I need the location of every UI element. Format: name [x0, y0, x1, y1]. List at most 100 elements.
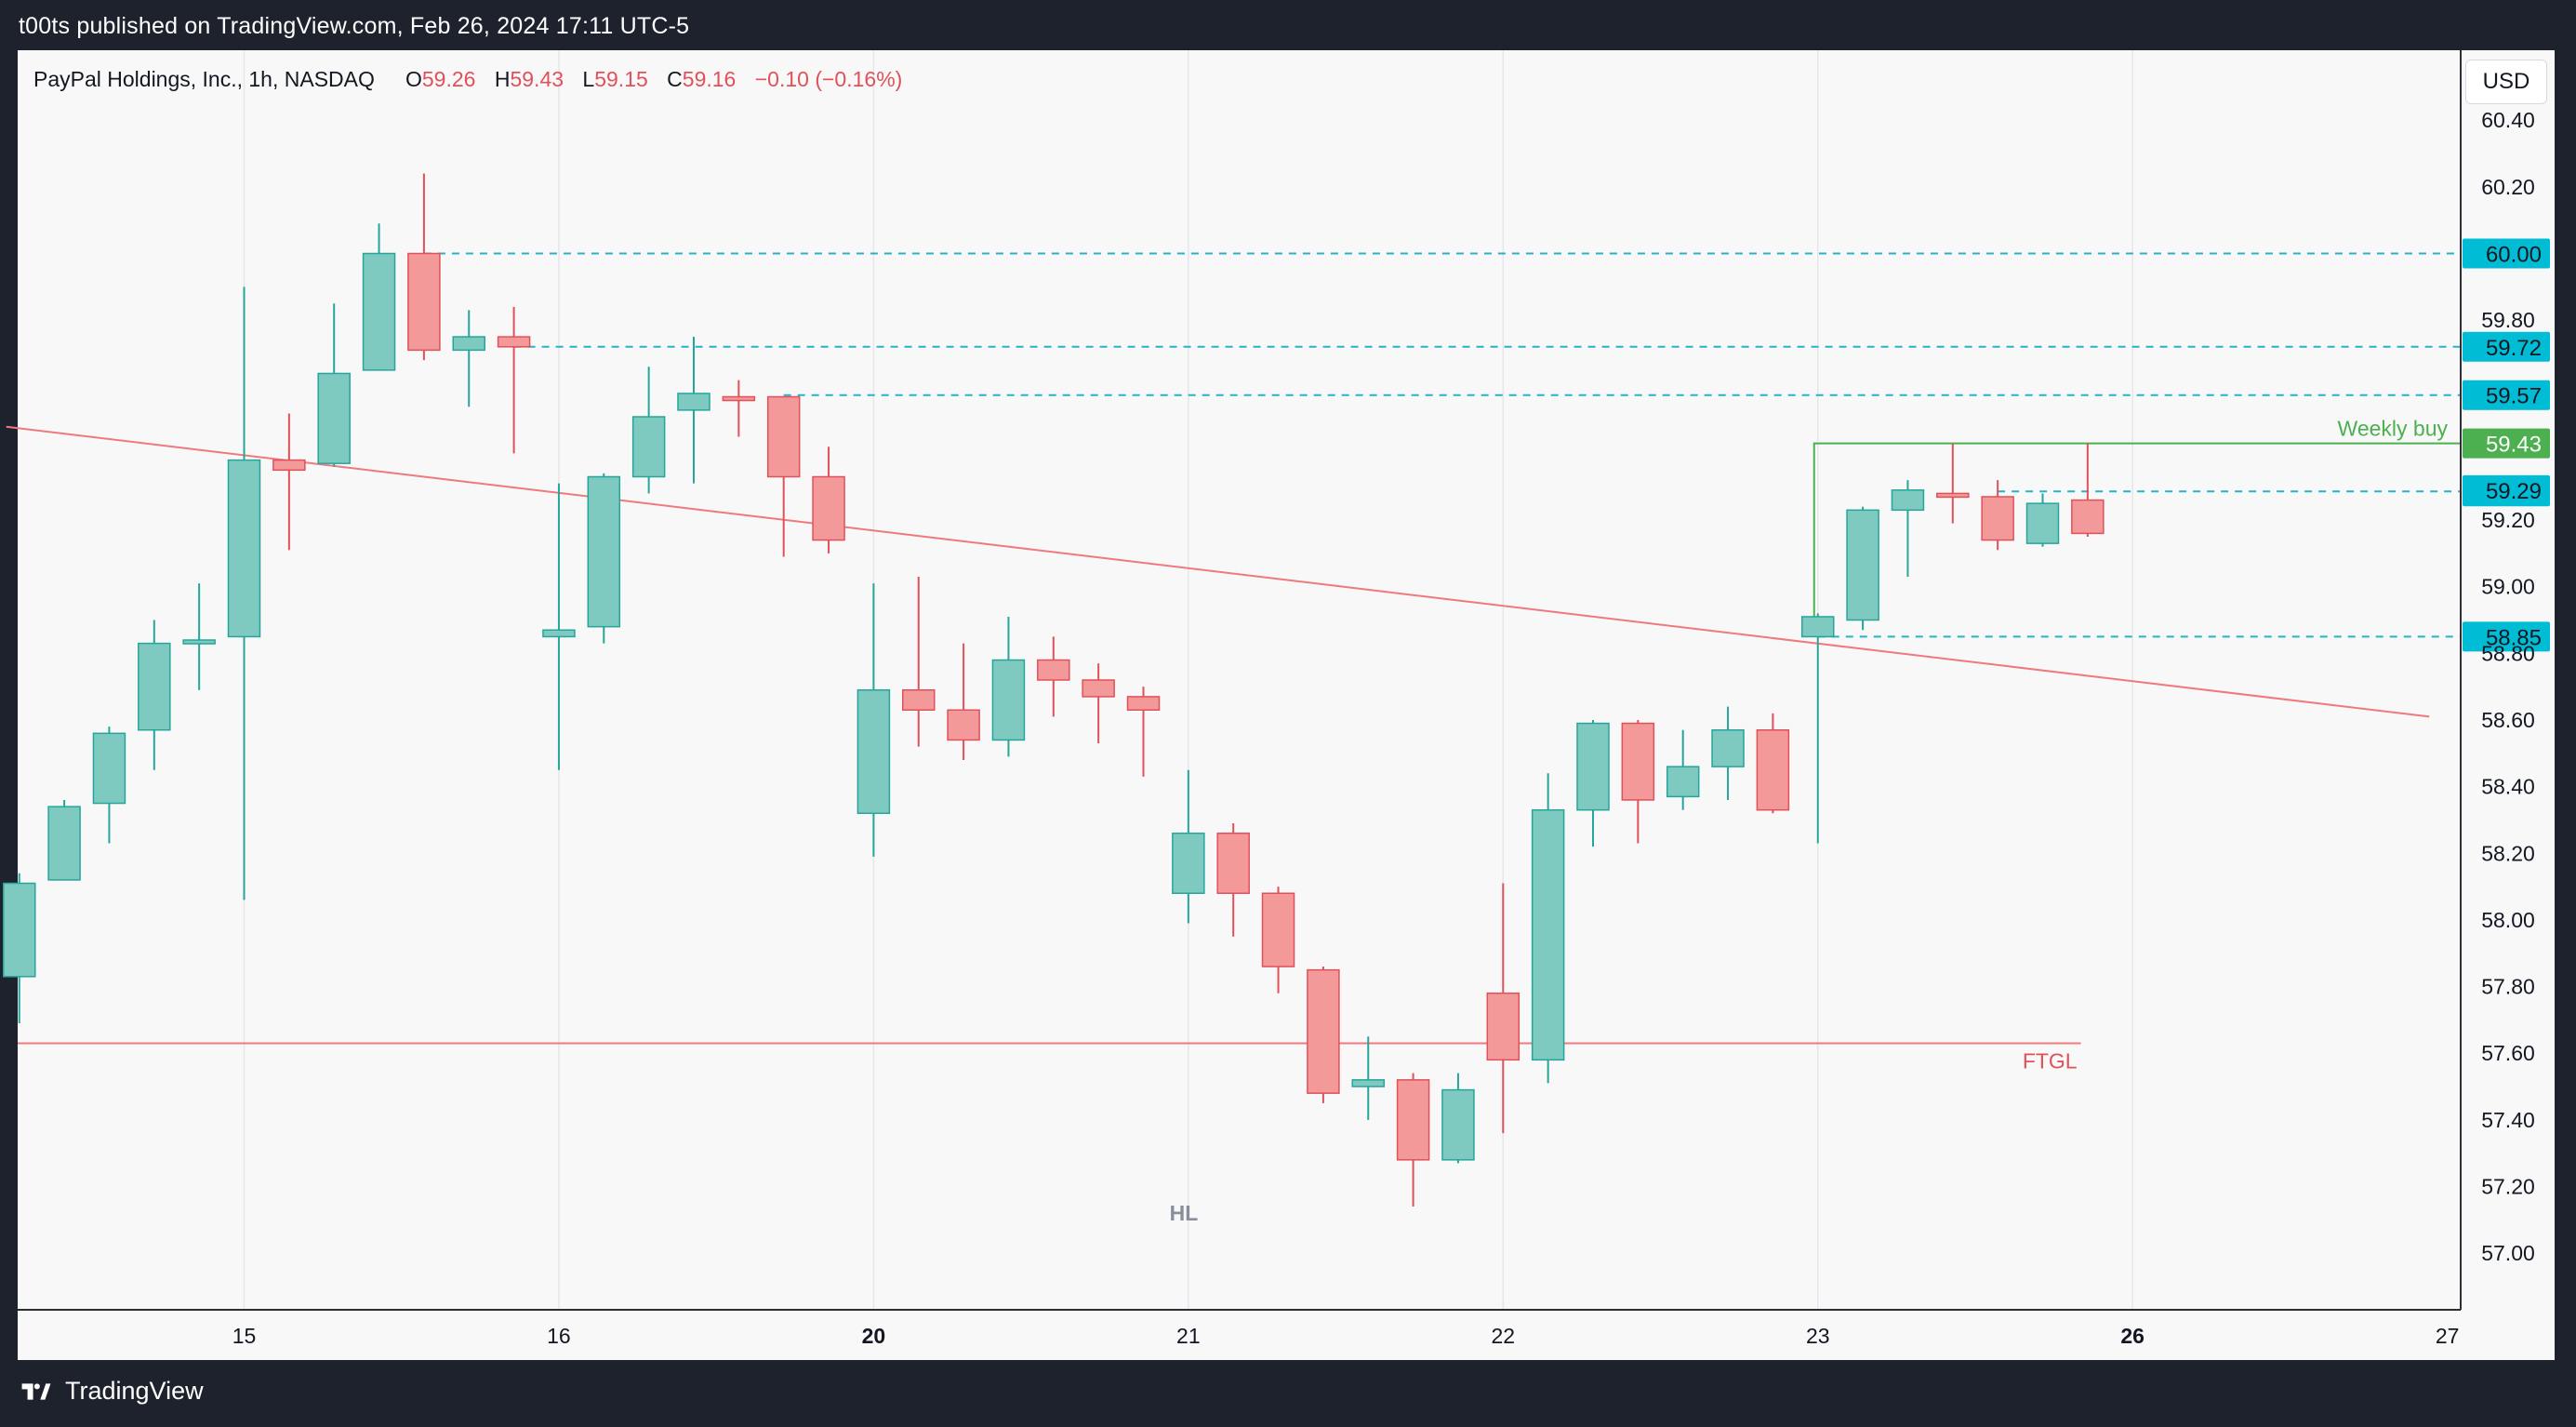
candle-body	[227, 459, 261, 638]
candle	[362, 223, 396, 371]
candle-body	[1666, 766, 1700, 798]
weekly-buy-badge-label: 59.43	[2486, 433, 2542, 458]
candle	[1711, 706, 1745, 800]
candle-body	[92, 732, 126, 805]
candle-body	[1936, 492, 1970, 499]
candle-body	[3, 882, 36, 978]
legend: PayPal Holdings, Inc., 1h, NASDAQ O59.26…	[33, 67, 902, 91]
level-badge	[2463, 238, 2550, 269]
open-label: O	[405, 67, 422, 91]
candle	[1082, 663, 1115, 744]
ohlc-values: O59.26 H59.43 L59.15 C59.16 −0.10 (−0.16…	[405, 67, 902, 91]
candle	[1756, 713, 1790, 814]
candle-body	[317, 372, 351, 464]
chart-panel[interactable]	[18, 50, 2555, 1360]
candle-body	[991, 659, 1026, 741]
candle-body	[182, 639, 216, 645]
candle	[677, 337, 710, 484]
candle	[2071, 443, 2105, 537]
candle	[1891, 480, 1925, 577]
candle	[542, 483, 576, 770]
hl-note: HL	[1170, 1201, 1199, 1225]
y-tick-label: 57.20	[2481, 1174, 2535, 1198]
candle	[631, 367, 666, 494]
candle-body	[1082, 679, 1115, 698]
candle	[1936, 443, 1970, 524]
publish-bar: t00ts published on TradingView.com, Feb …	[0, 0, 2576, 50]
x-tick-label: 27	[2436, 1324, 2460, 1348]
y-tick-label: 59.20	[2481, 508, 2535, 532]
candle-body	[902, 688, 936, 711]
candle	[272, 413, 306, 551]
y-tick-label: 58.60	[2481, 708, 2535, 732]
level-extra-badge-label: 59.29	[2486, 479, 2542, 504]
candle-body	[1891, 489, 1925, 512]
candle-body	[1441, 1088, 1475, 1161]
tradingview-logo-icon	[21, 1382, 51, 1400]
candle-body	[1486, 992, 1520, 1061]
candle	[902, 576, 936, 747]
candle-body	[452, 336, 485, 352]
low-value: 59.15	[594, 67, 648, 91]
candle-body	[812, 475, 845, 541]
y-tick-label: 60.20	[2481, 175, 2535, 199]
candle	[227, 287, 261, 900]
level-badge	[2463, 380, 2550, 410]
level-badge-label: 59.72	[2486, 336, 2542, 361]
level-extra-badge	[2463, 474, 2550, 505]
high-value: 59.43	[510, 67, 564, 91]
candle	[1172, 769, 1205, 924]
y-tick-label: 58.20	[2481, 841, 2535, 865]
candle-body	[138, 642, 171, 731]
change-value: −0.10 (−0.16%)	[755, 67, 903, 91]
candle	[1441, 1073, 1475, 1164]
candle	[3, 873, 36, 1023]
candle-body	[1621, 722, 1655, 801]
candle-body	[1801, 616, 1835, 638]
y-tick-label: 57.40	[2481, 1108, 2535, 1132]
candle	[407, 173, 441, 361]
y-tick-label: 57.80	[2481, 975, 2535, 999]
tradingview-brand[interactable]: TradingView	[19, 1377, 204, 1406]
currency-button[interactable]: USD	[2465, 60, 2547, 104]
candle-body	[1756, 728, 1790, 811]
level-badge-label: 59.57	[2486, 384, 2542, 409]
candle-body	[1351, 1079, 1385, 1087]
y-tick-label: 58.00	[2481, 908, 2535, 932]
footer-bar: TradingView	[0, 1360, 2576, 1427]
candle	[138, 620, 171, 770]
x-tick-label: 23	[1806, 1324, 1830, 1348]
weekly-buy-badge	[2463, 428, 2550, 459]
candle	[587, 473, 621, 644]
candle-body	[1396, 1079, 1430, 1161]
candle-body	[947, 709, 980, 741]
level-badge	[2463, 331, 2550, 362]
candle-body	[272, 459, 306, 472]
candle	[1351, 1036, 1385, 1120]
weekly-buy-label: Weekly buy	[2338, 417, 2449, 441]
high-label: H	[495, 67, 511, 91]
candle	[812, 447, 845, 553]
candle	[497, 306, 531, 454]
candle	[991, 616, 1026, 757]
level-badge	[2463, 621, 2550, 652]
candle-body	[1711, 728, 1745, 767]
candle-body	[631, 416, 666, 478]
candle	[1621, 719, 1655, 844]
candle	[856, 583, 891, 857]
candle-body	[722, 395, 756, 402]
candle-body	[1846, 509, 1879, 621]
candle	[1846, 506, 1879, 631]
x-tick-label: 21	[1176, 1324, 1201, 1348]
publish-info: t00ts published on TradingView.com, Feb …	[19, 13, 690, 39]
candle	[1261, 887, 1295, 994]
candle	[1307, 967, 1340, 1103]
candle-body	[2025, 502, 2060, 544]
candle-body	[1172, 833, 1205, 894]
candle	[2025, 493, 2060, 547]
candle-body	[362, 252, 396, 371]
candle	[452, 310, 485, 407]
candle-body	[47, 806, 81, 881]
axes: 60.40 60.20 59.80 59.20 59.00 58.80 58.60 58.40…	[18, 50, 2535, 1348]
